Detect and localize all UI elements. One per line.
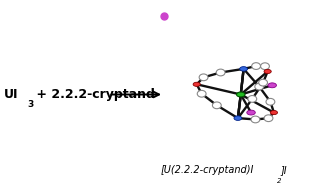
Text: [U(2.2.2-cryptand)I: [U(2.2.2-cryptand)I xyxy=(161,166,254,175)
Circle shape xyxy=(264,69,271,74)
Circle shape xyxy=(247,110,255,115)
Ellipse shape xyxy=(251,116,260,123)
Text: + 2.2.2-cryptand: + 2.2.2-cryptand xyxy=(32,88,154,101)
Ellipse shape xyxy=(266,98,275,105)
Ellipse shape xyxy=(252,63,260,69)
Ellipse shape xyxy=(197,90,206,97)
Ellipse shape xyxy=(248,95,257,102)
Text: ]I: ]I xyxy=(280,166,287,175)
Circle shape xyxy=(270,111,277,115)
Circle shape xyxy=(236,92,245,97)
Text: 2: 2 xyxy=(277,178,281,184)
Ellipse shape xyxy=(213,102,221,109)
Text: 3: 3 xyxy=(28,100,34,109)
Ellipse shape xyxy=(260,63,269,70)
Circle shape xyxy=(240,67,248,71)
Circle shape xyxy=(234,116,242,120)
Text: UI: UI xyxy=(4,88,18,101)
Ellipse shape xyxy=(264,115,273,122)
Ellipse shape xyxy=(255,83,264,90)
Ellipse shape xyxy=(259,79,268,86)
Circle shape xyxy=(268,83,277,88)
Circle shape xyxy=(193,82,200,86)
Ellipse shape xyxy=(199,74,208,81)
Ellipse shape xyxy=(216,69,225,76)
